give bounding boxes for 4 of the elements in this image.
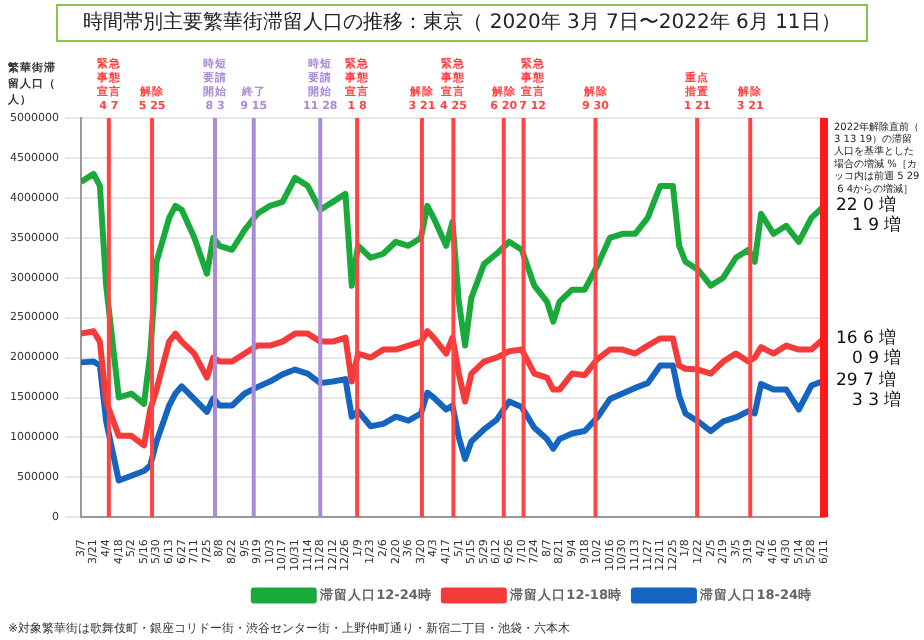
annotation: 22 0 増 1 9 増 — [836, 194, 903, 237]
annotation: 16 6 増 0 9 増 — [836, 326, 903, 369]
chart-title: 時間帯別主要繁華街滞留人口の推移：東京（ 2020年 3月 7日〜2022年 6月 11日） — [56, 4, 868, 42]
annotation: 29 7 増 3 3 増 — [836, 369, 903, 412]
